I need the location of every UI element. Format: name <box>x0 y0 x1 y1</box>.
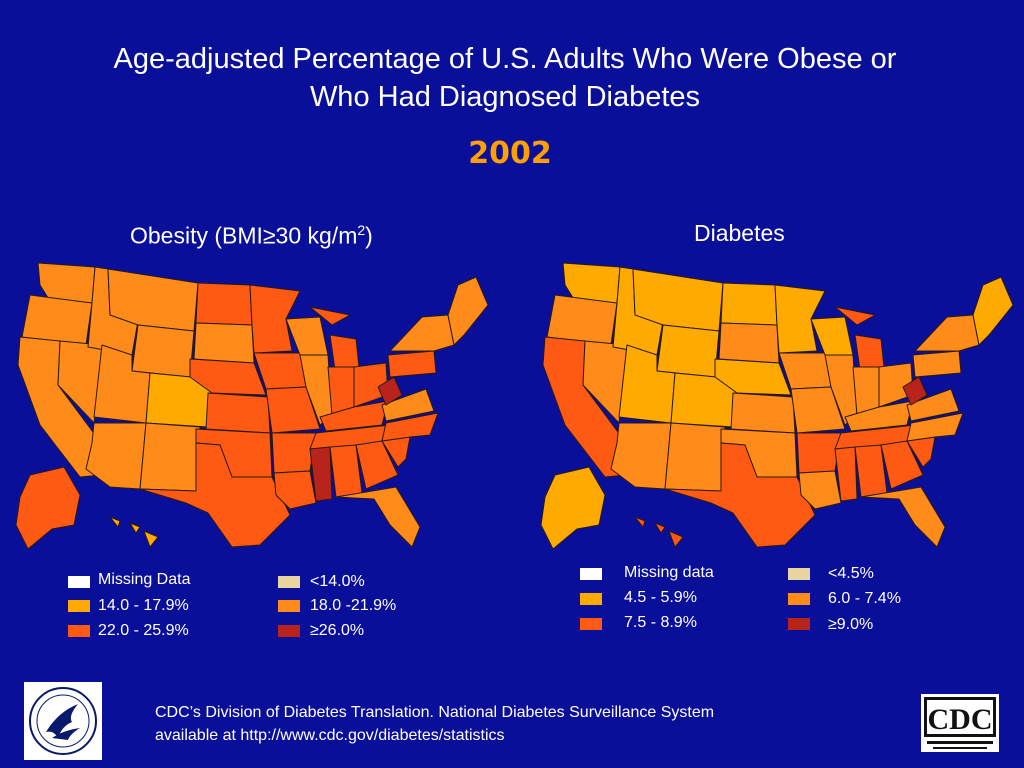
state-hi <box>634 516 684 548</box>
state-la <box>273 470 317 510</box>
source-citation: CDC’s Division of Diabetes Translation. … <box>155 701 714 747</box>
state-ny <box>914 314 980 352</box>
obesity-legend-missing: Missing Data <box>98 571 191 588</box>
obesity-map-heading: Obesity (BMI≥30 kg/m2) <box>130 222 373 250</box>
state-new-england <box>972 276 1014 346</box>
state-pa <box>912 350 962 378</box>
obesity-swatch-14-17 <box>68 600 90 612</box>
diabetes-us-map <box>540 262 1014 550</box>
state-ks <box>205 392 271 434</box>
state-wy <box>131 324 195 378</box>
obesity-swatch-missing <box>68 576 90 588</box>
diabetes-swatch-4-5 <box>580 593 602 605</box>
state-ak <box>540 466 606 550</box>
state-ak <box>15 466 81 550</box>
diabetes-legend-under-4-5: <4.5% <box>828 565 874 582</box>
state-mn <box>774 284 826 354</box>
state-la <box>798 470 842 510</box>
state-nc <box>381 412 439 442</box>
diabetes-legend-6-7: 6.0 - 7.4% <box>828 590 901 607</box>
state-ne <box>189 358 267 396</box>
state-sd <box>193 322 255 364</box>
state-ne <box>714 358 792 396</box>
hhs-eagle-icon <box>29 687 97 755</box>
obesity-us-map <box>15 262 489 550</box>
diabetes-legend-4-5: 4.5 - 5.9% <box>624 589 697 606</box>
state-al <box>854 444 888 498</box>
state-va <box>906 388 960 422</box>
state-mo <box>265 386 321 434</box>
obesity-legend-22-25: 22.0 - 25.9% <box>98 622 189 639</box>
state-or <box>21 294 93 346</box>
state-wv <box>377 376 403 406</box>
state-ms <box>834 446 858 502</box>
diabetes-legend-7-8: 7.5 - 8.9% <box>624 614 697 631</box>
state-ms <box>309 446 333 502</box>
diabetes-swatch-7-8 <box>580 618 602 630</box>
state-sd <box>718 322 780 364</box>
state-new-england <box>447 276 489 346</box>
state-wy <box>656 324 720 378</box>
state-nc <box>906 412 964 442</box>
state-mo <box>790 386 846 434</box>
diabetes-swatch-missing <box>580 568 602 580</box>
obesity-legend-18-21: 18.0 -21.9% <box>310 597 397 614</box>
state-hi <box>109 516 159 548</box>
state-va <box>381 388 435 422</box>
cdc-logo-text: CDC <box>928 703 993 736</box>
state-nm <box>139 422 201 492</box>
state-wi <box>810 316 854 356</box>
state-pa <box>387 350 437 378</box>
state-wv <box>902 376 928 406</box>
obesity-swatch-22-25 <box>68 625 90 637</box>
state-ar <box>271 432 317 474</box>
source-line-2: available at http://www.cdc.gov/diabetes… <box>155 727 505 744</box>
obesity-heading-close: ) <box>365 222 373 249</box>
state-wi <box>285 316 329 356</box>
obesity-heading-superscript: 2 <box>357 222 366 238</box>
source-line-1: CDC’s Division of Diabetes Translation. … <box>155 704 715 721</box>
slide-title: Age-adjusted Percentage of U.S. Adults W… <box>0 40 1010 116</box>
state-ga <box>880 440 924 490</box>
diabetes-legend-9-plus: ≥9.0% <box>828 616 874 633</box>
obesity-legend-14-17: 14.0 - 17.9% <box>98 597 189 614</box>
diabetes-swatch-9-plus <box>788 618 810 630</box>
state-fl <box>335 486 421 548</box>
year-label: 2002 <box>468 136 552 171</box>
cdc-logo: CDC <box>921 694 999 752</box>
hhs-seal-logo <box>24 682 102 760</box>
state-tx <box>139 442 291 548</box>
state-nd <box>720 282 778 326</box>
cdc-logo-icon: CDC <box>924 697 996 749</box>
diabetes-legend-missing: Missing data <box>624 564 714 581</box>
obesity-heading-text: Obesity (BMI≥30 kg/m <box>130 222 358 249</box>
obesity-legend-under-14: <14.0% <box>310 573 365 590</box>
obesity-swatch-26-plus <box>278 625 300 637</box>
obesity-swatch-18-21 <box>278 600 300 612</box>
state-tx <box>664 442 816 548</box>
state-ny <box>389 314 455 352</box>
state-ar <box>796 432 842 474</box>
state-az <box>610 422 672 490</box>
state-or <box>546 294 618 346</box>
title-line-2: Who Had Diagnosed Diabetes <box>309 81 701 113</box>
state-nd <box>195 282 253 326</box>
diabetes-swatch-under-4-5 <box>788 568 810 580</box>
diabetes-swatch-6-7 <box>788 593 810 605</box>
state-nm <box>664 422 726 492</box>
diabetes-map-heading: Diabetes <box>694 220 785 246</box>
state-ks <box>730 392 796 434</box>
state-al <box>329 444 363 498</box>
obesity-legend-26-plus: ≥26.0% <box>310 622 365 639</box>
state-ga <box>355 440 399 490</box>
obesity-swatch-under-14 <box>278 576 300 588</box>
title-line-1: Age-adjusted Percentage of U.S. Adults W… <box>113 43 897 75</box>
state-mn <box>249 284 301 354</box>
state-fl <box>860 486 946 548</box>
state-az <box>85 422 147 490</box>
